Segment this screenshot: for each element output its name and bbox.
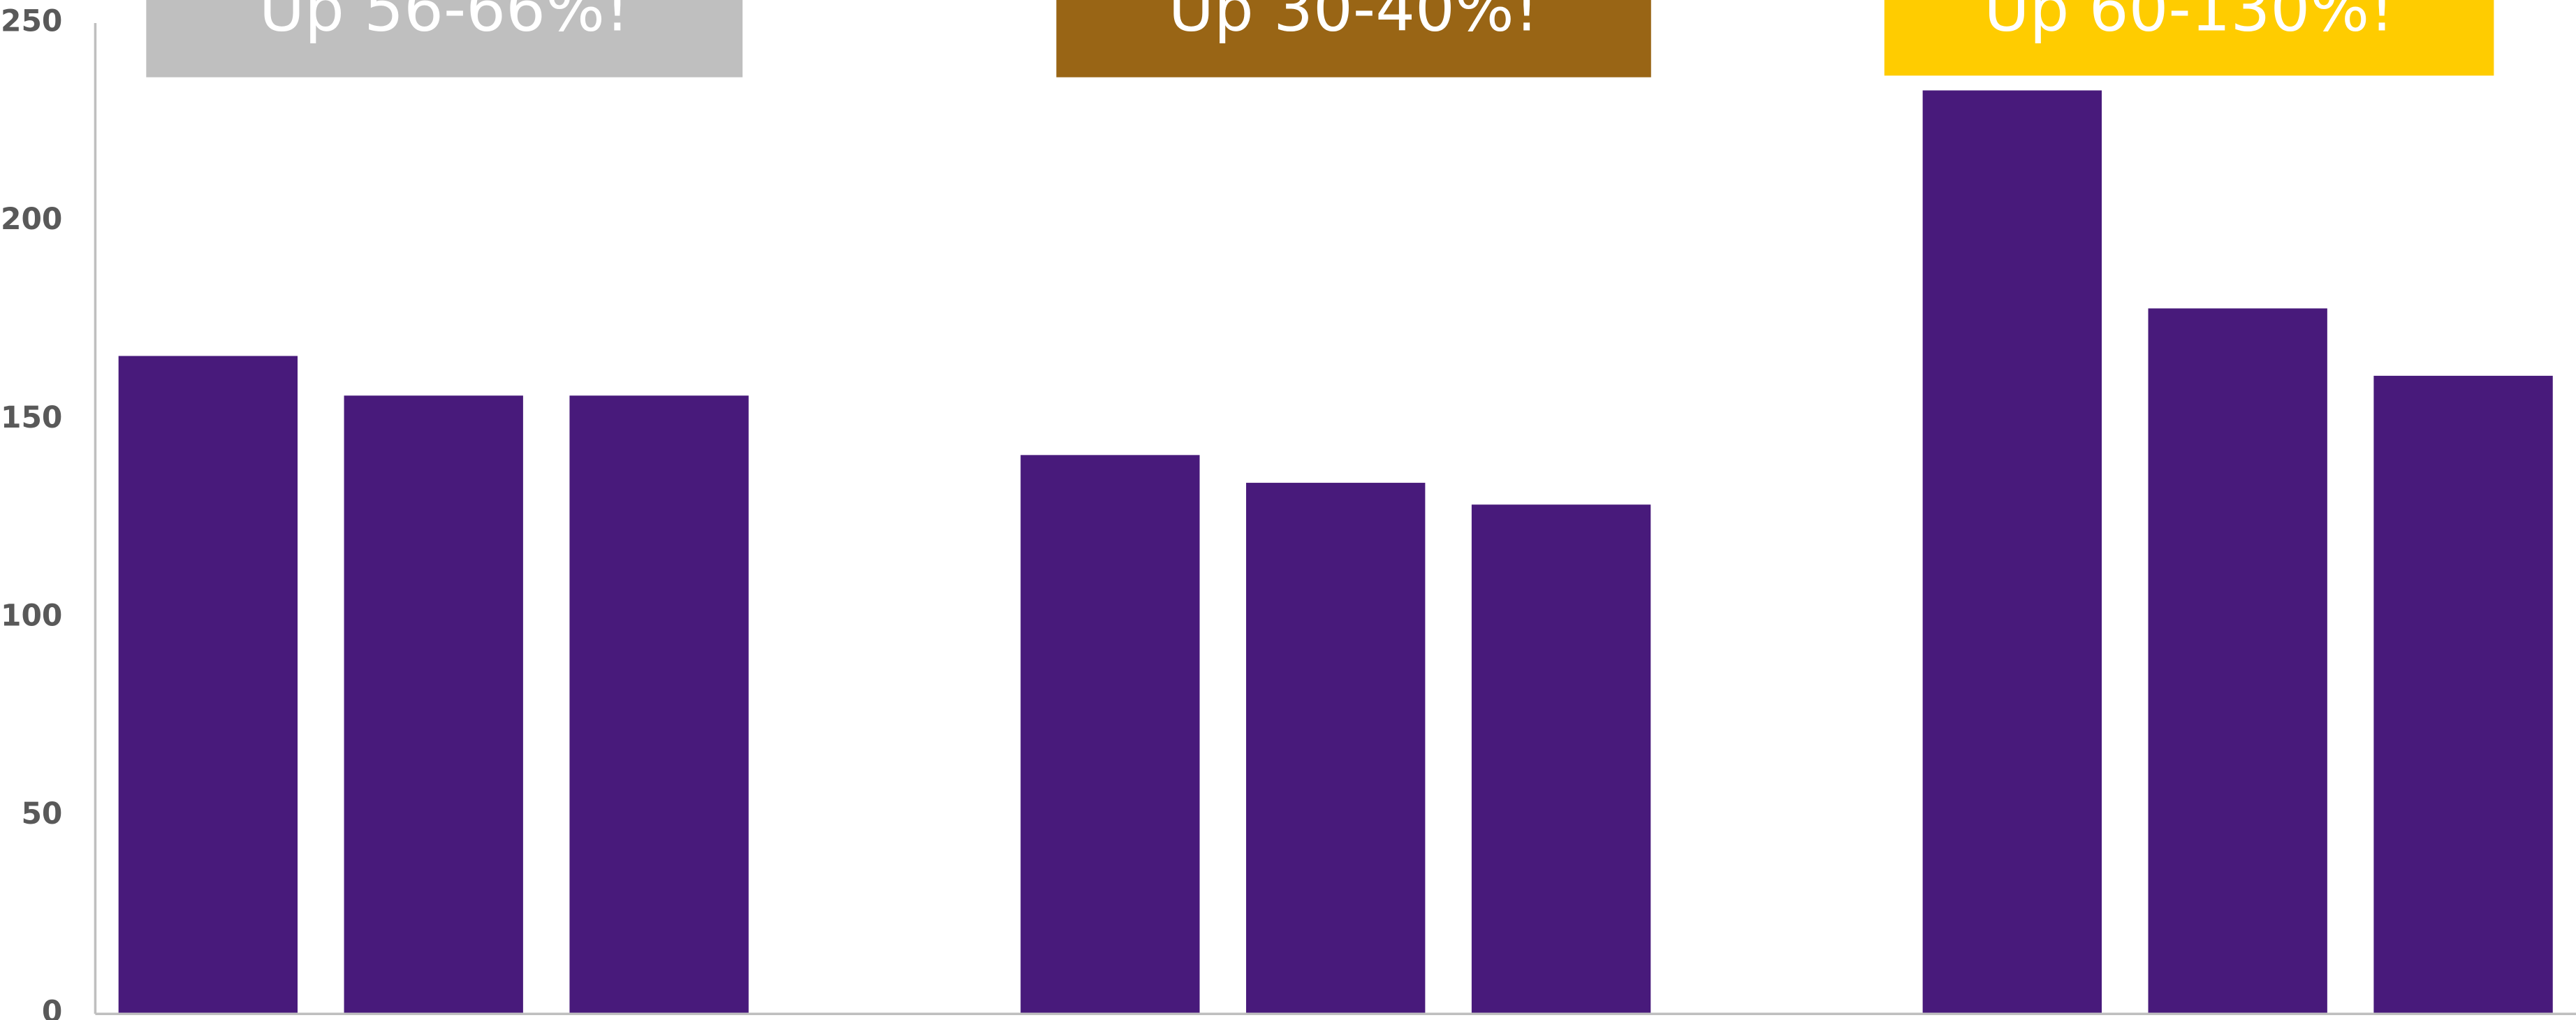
- y-tick-label: 200: [1, 202, 62, 236]
- bar: [344, 395, 523, 1014]
- bar: [1020, 455, 1200, 1014]
- annotation: Up 56-66%!: [146, 0, 743, 78]
- bar: [1922, 90, 2102, 1014]
- y-tick-label: 50: [21, 796, 62, 831]
- annotation-text: Up 60-130%!: [1984, 0, 2394, 45]
- bar: [2373, 375, 2553, 1014]
- bar: [1471, 504, 1651, 1014]
- bar: [118, 356, 298, 1014]
- y-tick-label: 150: [1, 400, 62, 435]
- bar: [2148, 308, 2327, 1014]
- annotation-text: Up 56-66%!: [259, 0, 630, 45]
- bar: [569, 395, 749, 1014]
- bar: [1246, 483, 1426, 1014]
- annotation: Up 30-40%!: [1056, 0, 1651, 78]
- y-tick-label: 0: [42, 995, 62, 1020]
- annotation-box: [1884, 0, 2494, 76]
- annotation-box: [1056, 0, 1651, 78]
- annotation: Up 60-130%!: [1884, 0, 2494, 76]
- y-tick-label: 100: [1, 598, 62, 632]
- y-tick-label: 250: [1, 3, 62, 38]
- annotation-box: [146, 0, 743, 78]
- annotation-text: Up 30-40%!: [1169, 0, 1539, 45]
